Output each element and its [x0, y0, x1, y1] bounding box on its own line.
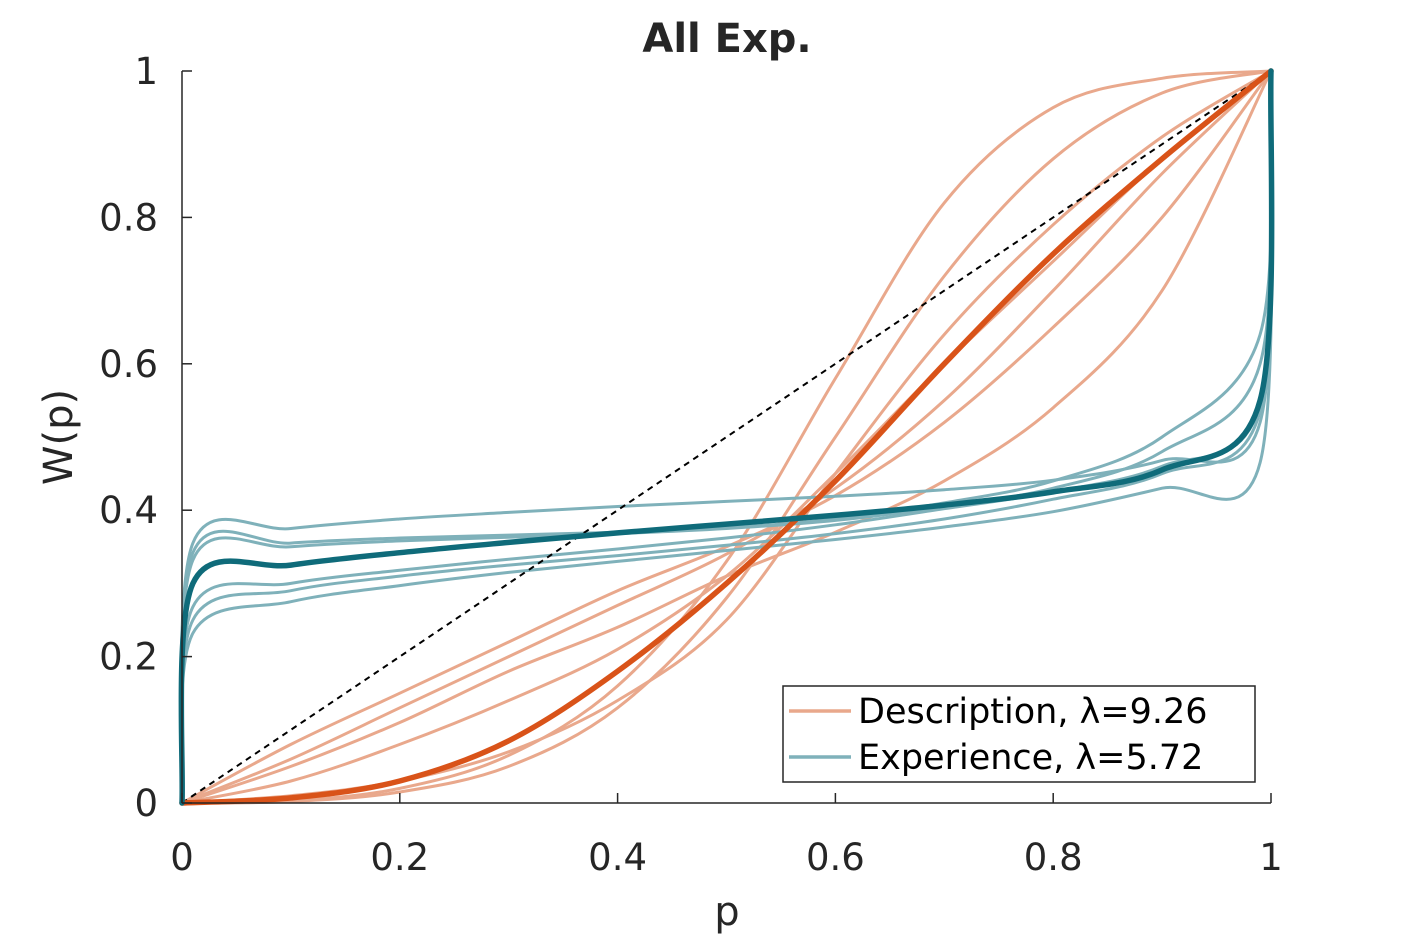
experience-individual-line-12	[179, 69, 1274, 805]
axes-layer: 0 0.2 0.4 0.6 0.8 1 0 0.2 0.4 0.6 0.8 1	[99, 50, 1283, 879]
x-axis-label: p	[714, 889, 739, 935]
experience-mean-line	[178, 68, 1275, 806]
y-axis-label: W(p)	[36, 389, 82, 485]
x-tick-label: 0.2	[370, 836, 429, 879]
description-individual-line-1	[180, 69, 1273, 805]
description-individual-line-3	[180, 69, 1273, 805]
y-tick-label: 0.4	[99, 489, 158, 532]
y-tick-label: 0.8	[99, 196, 158, 239]
y-tick-label: 1	[134, 50, 158, 93]
description-individual-line-0	[180, 69, 1273, 805]
experience-individual-line-11	[179, 69, 1274, 805]
legend: Description, λ=9.26 Experience, λ=5.72	[782, 685, 1256, 783]
legend-box	[782, 685, 1256, 783]
x-tick-label: 0.6	[806, 836, 865, 879]
x-tick-label: 0.8	[1024, 836, 1083, 879]
y-tick-label: 0.2	[99, 636, 158, 679]
series-layer	[178, 68, 1275, 806]
legend-label: Experience, λ=5.72	[858, 738, 1203, 778]
description-individual-line-6	[180, 69, 1273, 805]
y-tick-label: 0.6	[99, 343, 158, 386]
identity-reference-line	[181, 70, 1272, 804]
description-mean-line	[179, 68, 1274, 806]
description-individual-line-4	[180, 69, 1273, 805]
y-tick-label: 0	[134, 782, 158, 825]
chart-title: All Exp.	[642, 16, 811, 62]
legend-label: Description, λ=9.26	[858, 692, 1208, 732]
x-tick-label: 0.4	[588, 836, 647, 879]
experience-individual-line-9	[179, 69, 1274, 805]
x-tick-label: 1	[1259, 836, 1283, 879]
x-tick-label: 0	[170, 836, 194, 879]
